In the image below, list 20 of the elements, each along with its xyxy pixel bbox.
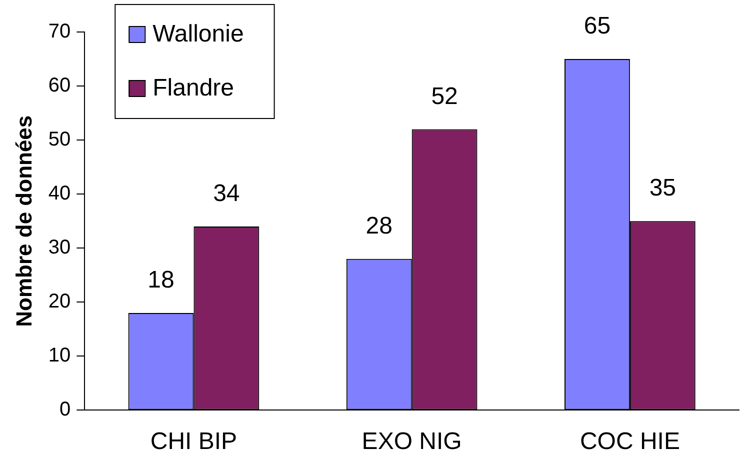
data-label: 65	[584, 12, 611, 40]
data-label: 35	[649, 174, 676, 202]
legend-label: Flandre	[152, 74, 234, 102]
x-tick-label: EXO NIG	[362, 428, 462, 456]
data-label: 18	[148, 266, 174, 294]
y-tick-label: 40	[48, 182, 71, 205]
y-axis-title: Nombre de données	[11, 115, 36, 327]
y-tick-label: 60	[48, 74, 71, 97]
legend-label: Wallonie	[152, 20, 244, 48]
x-tick-label: CHI BIP	[150, 428, 238, 456]
data-label: 28	[366, 212, 392, 240]
x-tick-label: COC HIE	[580, 428, 680, 456]
y-tick-label: 50	[48, 128, 71, 151]
y-tick-label: 10	[48, 344, 71, 367]
y-tick-label: 30	[48, 236, 71, 259]
data-label: 34	[213, 180, 240, 208]
y-tick-label: 20	[48, 290, 71, 313]
data-label: 52	[431, 82, 458, 110]
y-tick-label: 0	[60, 398, 71, 421]
y-tick-label: 70	[48, 20, 71, 43]
